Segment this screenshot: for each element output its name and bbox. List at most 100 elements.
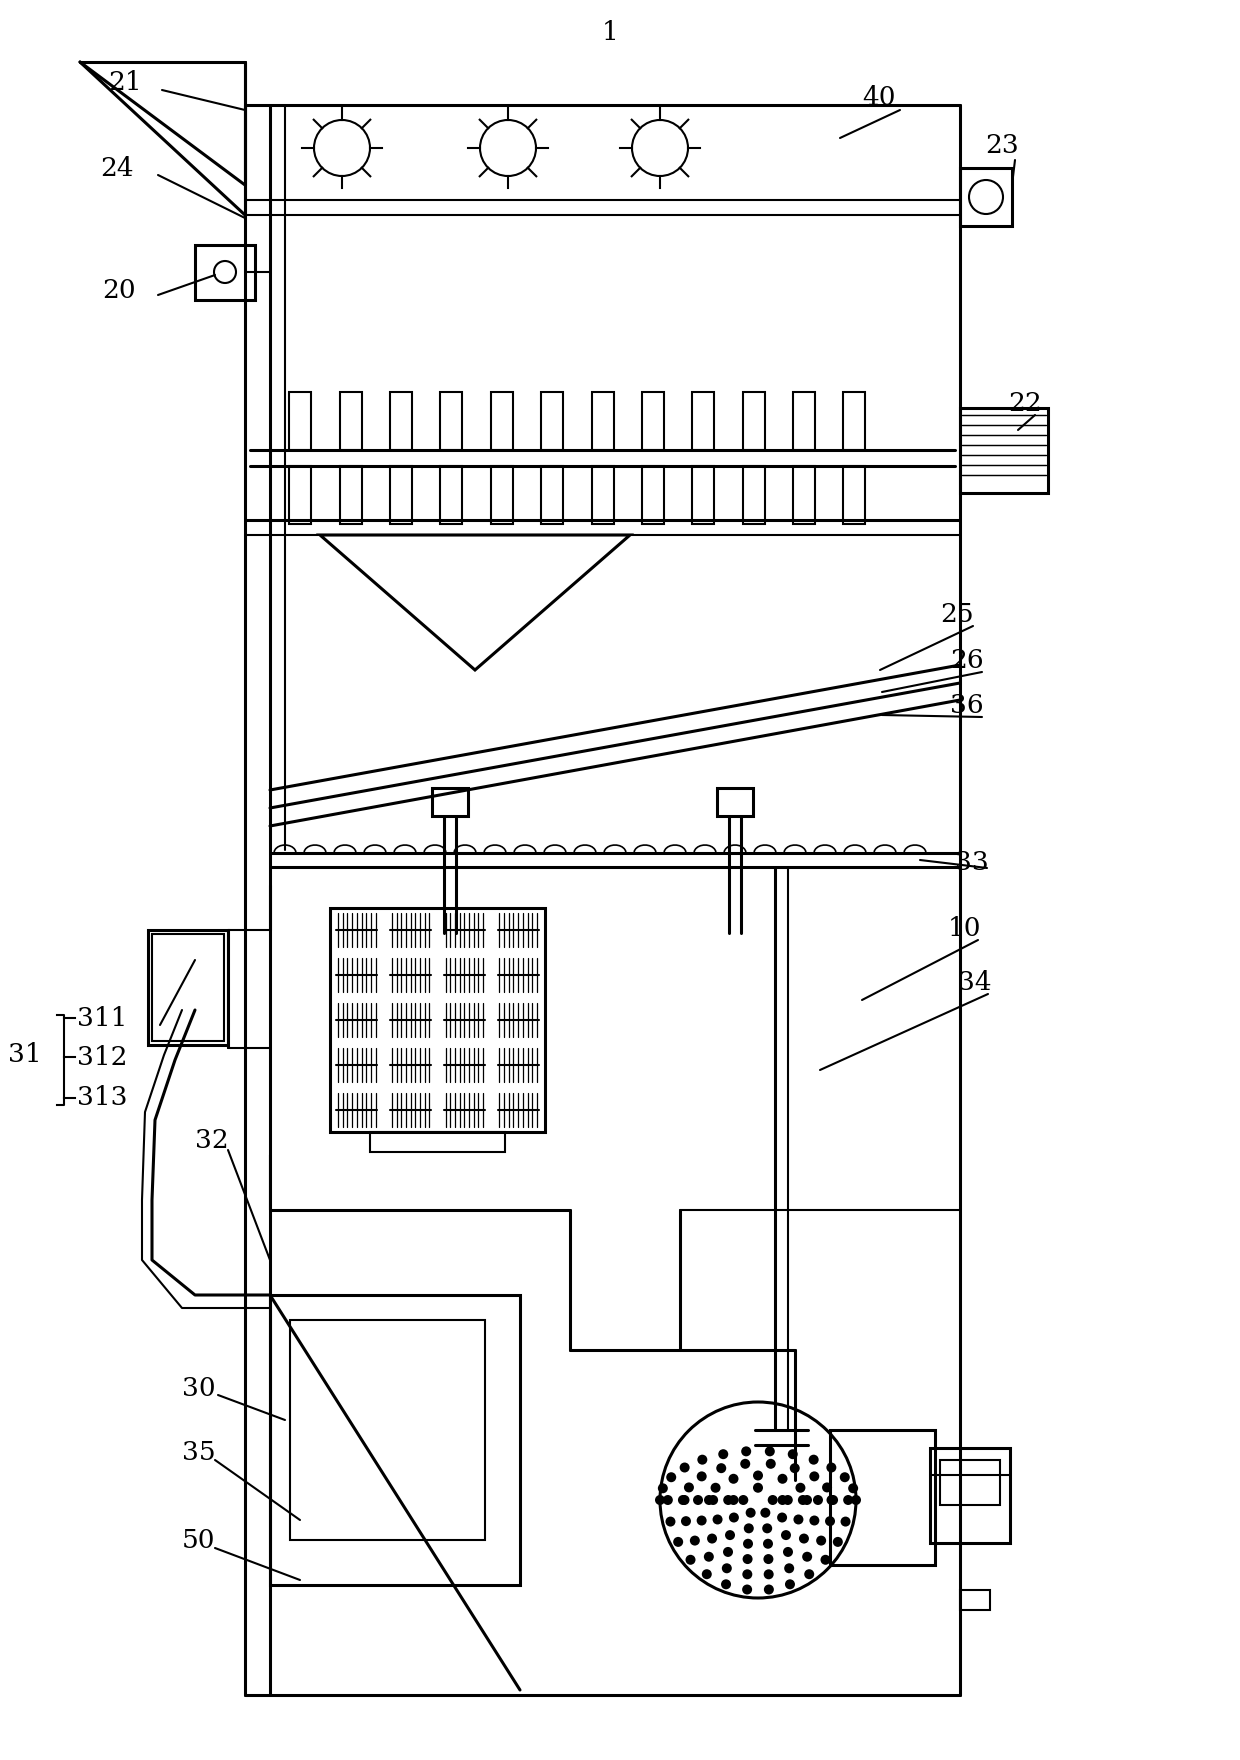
Text: 35: 35: [182, 1440, 216, 1464]
Circle shape: [763, 1538, 773, 1549]
Bar: [289, 392, 311, 451]
Circle shape: [802, 1552, 812, 1561]
Circle shape: [843, 1494, 853, 1505]
Circle shape: [851, 1494, 861, 1505]
Circle shape: [722, 1563, 732, 1573]
Circle shape: [663, 1494, 673, 1505]
Bar: [153, 935, 224, 1040]
Circle shape: [720, 1579, 732, 1589]
Bar: [541, 466, 563, 524]
Circle shape: [666, 1517, 676, 1526]
Text: 24: 24: [100, 155, 134, 181]
Circle shape: [766, 1459, 776, 1470]
Text: 311: 311: [77, 1005, 128, 1031]
Circle shape: [743, 1570, 753, 1579]
Circle shape: [655, 1494, 665, 1505]
Circle shape: [742, 1447, 751, 1456]
Circle shape: [777, 1473, 787, 1484]
Circle shape: [704, 1552, 714, 1561]
Text: 25: 25: [940, 602, 973, 627]
Circle shape: [784, 1563, 794, 1573]
Text: 33: 33: [955, 850, 988, 875]
Text: 40: 40: [862, 84, 895, 109]
Circle shape: [678, 1494, 688, 1505]
Circle shape: [848, 1484, 858, 1492]
Bar: [642, 466, 663, 524]
Circle shape: [805, 1570, 815, 1579]
Circle shape: [768, 1494, 777, 1505]
Circle shape: [841, 1517, 851, 1526]
Circle shape: [708, 1494, 718, 1505]
Circle shape: [693, 1494, 703, 1505]
Circle shape: [828, 1494, 838, 1505]
Bar: [692, 392, 714, 451]
Bar: [960, 167, 1012, 225]
Circle shape: [684, 1482, 694, 1492]
Bar: [642, 392, 663, 451]
Circle shape: [822, 1482, 832, 1492]
Text: 313: 313: [77, 1084, 128, 1109]
Circle shape: [825, 1515, 835, 1526]
Circle shape: [764, 1584, 774, 1595]
Circle shape: [718, 1448, 728, 1459]
Bar: [794, 392, 815, 451]
Bar: [843, 466, 866, 524]
Bar: [743, 466, 765, 524]
Bar: [289, 466, 311, 524]
Circle shape: [680, 1494, 689, 1505]
Bar: [591, 466, 614, 524]
Circle shape: [740, 1459, 750, 1470]
Text: 34: 34: [959, 970, 992, 994]
Circle shape: [810, 1515, 820, 1526]
Circle shape: [813, 1494, 823, 1505]
Circle shape: [681, 1515, 691, 1526]
Circle shape: [666, 1471, 676, 1482]
Circle shape: [697, 1515, 707, 1526]
Circle shape: [742, 1584, 753, 1595]
Bar: [340, 466, 362, 524]
Circle shape: [729, 1512, 739, 1522]
Circle shape: [827, 1494, 837, 1505]
Bar: [940, 1461, 999, 1505]
Circle shape: [743, 1538, 753, 1549]
Circle shape: [743, 1554, 753, 1565]
Text: 31: 31: [9, 1042, 42, 1067]
Circle shape: [777, 1494, 787, 1505]
Circle shape: [680, 1463, 689, 1473]
Circle shape: [744, 1524, 754, 1533]
Circle shape: [763, 1524, 773, 1533]
Circle shape: [781, 1529, 791, 1540]
Text: 10: 10: [949, 915, 982, 940]
Circle shape: [729, 1473, 739, 1484]
Bar: [330, 908, 546, 1132]
Text: 312: 312: [77, 1044, 128, 1070]
Bar: [440, 466, 463, 524]
Circle shape: [738, 1494, 748, 1505]
Circle shape: [782, 1547, 794, 1558]
Bar: [389, 466, 412, 524]
Circle shape: [760, 1508, 770, 1517]
Text: 21: 21: [108, 69, 141, 95]
Bar: [794, 466, 815, 524]
Bar: [830, 1429, 935, 1565]
Circle shape: [711, 1482, 720, 1492]
Circle shape: [713, 1514, 723, 1524]
Text: 36: 36: [950, 692, 983, 718]
Circle shape: [707, 1533, 717, 1544]
Circle shape: [702, 1570, 712, 1579]
Circle shape: [729, 1494, 739, 1505]
Circle shape: [689, 1535, 699, 1545]
Bar: [491, 466, 512, 524]
Bar: [692, 466, 714, 524]
Circle shape: [787, 1448, 797, 1459]
Circle shape: [790, 1463, 800, 1473]
Circle shape: [723, 1547, 733, 1558]
Circle shape: [725, 1529, 735, 1540]
Circle shape: [821, 1554, 831, 1565]
Text: 22: 22: [1008, 391, 1042, 415]
Text: 32: 32: [195, 1128, 228, 1153]
Circle shape: [794, 1514, 804, 1524]
Bar: [960, 1589, 990, 1610]
Bar: [370, 1132, 505, 1153]
Circle shape: [782, 1494, 792, 1505]
